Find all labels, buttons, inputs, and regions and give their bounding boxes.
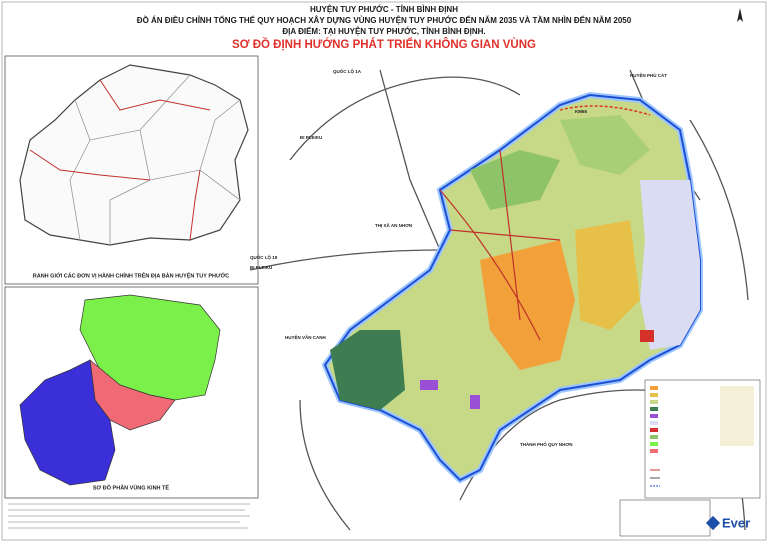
map-label: THỊ XÃ AN NHƠN [375, 222, 412, 228]
stats-table [619, 499, 711, 537]
logo-text: Ever [722, 515, 750, 530]
province-title: HUYỆN TUY PHƯỚC - TỈNH BÌNH ĐỊNH [310, 5, 458, 14]
map-label: HUYỆN PHÙ CÁT [630, 71, 667, 78]
inset-caption: RANH GIỚI CÁC ĐƠN VỊ HÀNH CHÍNH TRÊN ĐỊA… [33, 271, 230, 279]
economic-zones [19, 294, 221, 486]
project-title: ĐỒ ÁN ĐIỀU CHỈNH TỔNG THỂ QUY HOẠCH XÂY … [137, 15, 632, 25]
map-title: SƠ ĐỒ ĐỊNH HƯỚNG PHÁT TRIỂN KHÔNG GIAN V… [232, 38, 536, 51]
district-area [321, 91, 703, 484]
map-label: HUYỆN VÂN CANH [285, 333, 326, 340]
map-label: QUỐC LỘ 19 [250, 253, 278, 260]
map-label: ĐI PLEIKU [250, 265, 272, 270]
admin-map [19, 64, 249, 246]
logo: Ever [705, 515, 750, 530]
map-label: ĐI PLEIKU [300, 135, 322, 140]
inset-caption: SƠ ĐỒ PHÂN VÙNG KINH TẾ [93, 484, 170, 491]
map-label: QUỐC LỘ 1A [333, 67, 362, 74]
compass [737, 8, 743, 22]
map-label: KM65 [575, 109, 588, 114]
map-label: THÀNH PHỐ QUY NHƠN [520, 441, 573, 447]
legend [644, 379, 761, 499]
location: ĐỊA ĐIỂM: TẠI HUYỆN TUY PHƯỚC, TỈNH BÌNH… [282, 27, 485, 36]
notes [8, 503, 250, 529]
